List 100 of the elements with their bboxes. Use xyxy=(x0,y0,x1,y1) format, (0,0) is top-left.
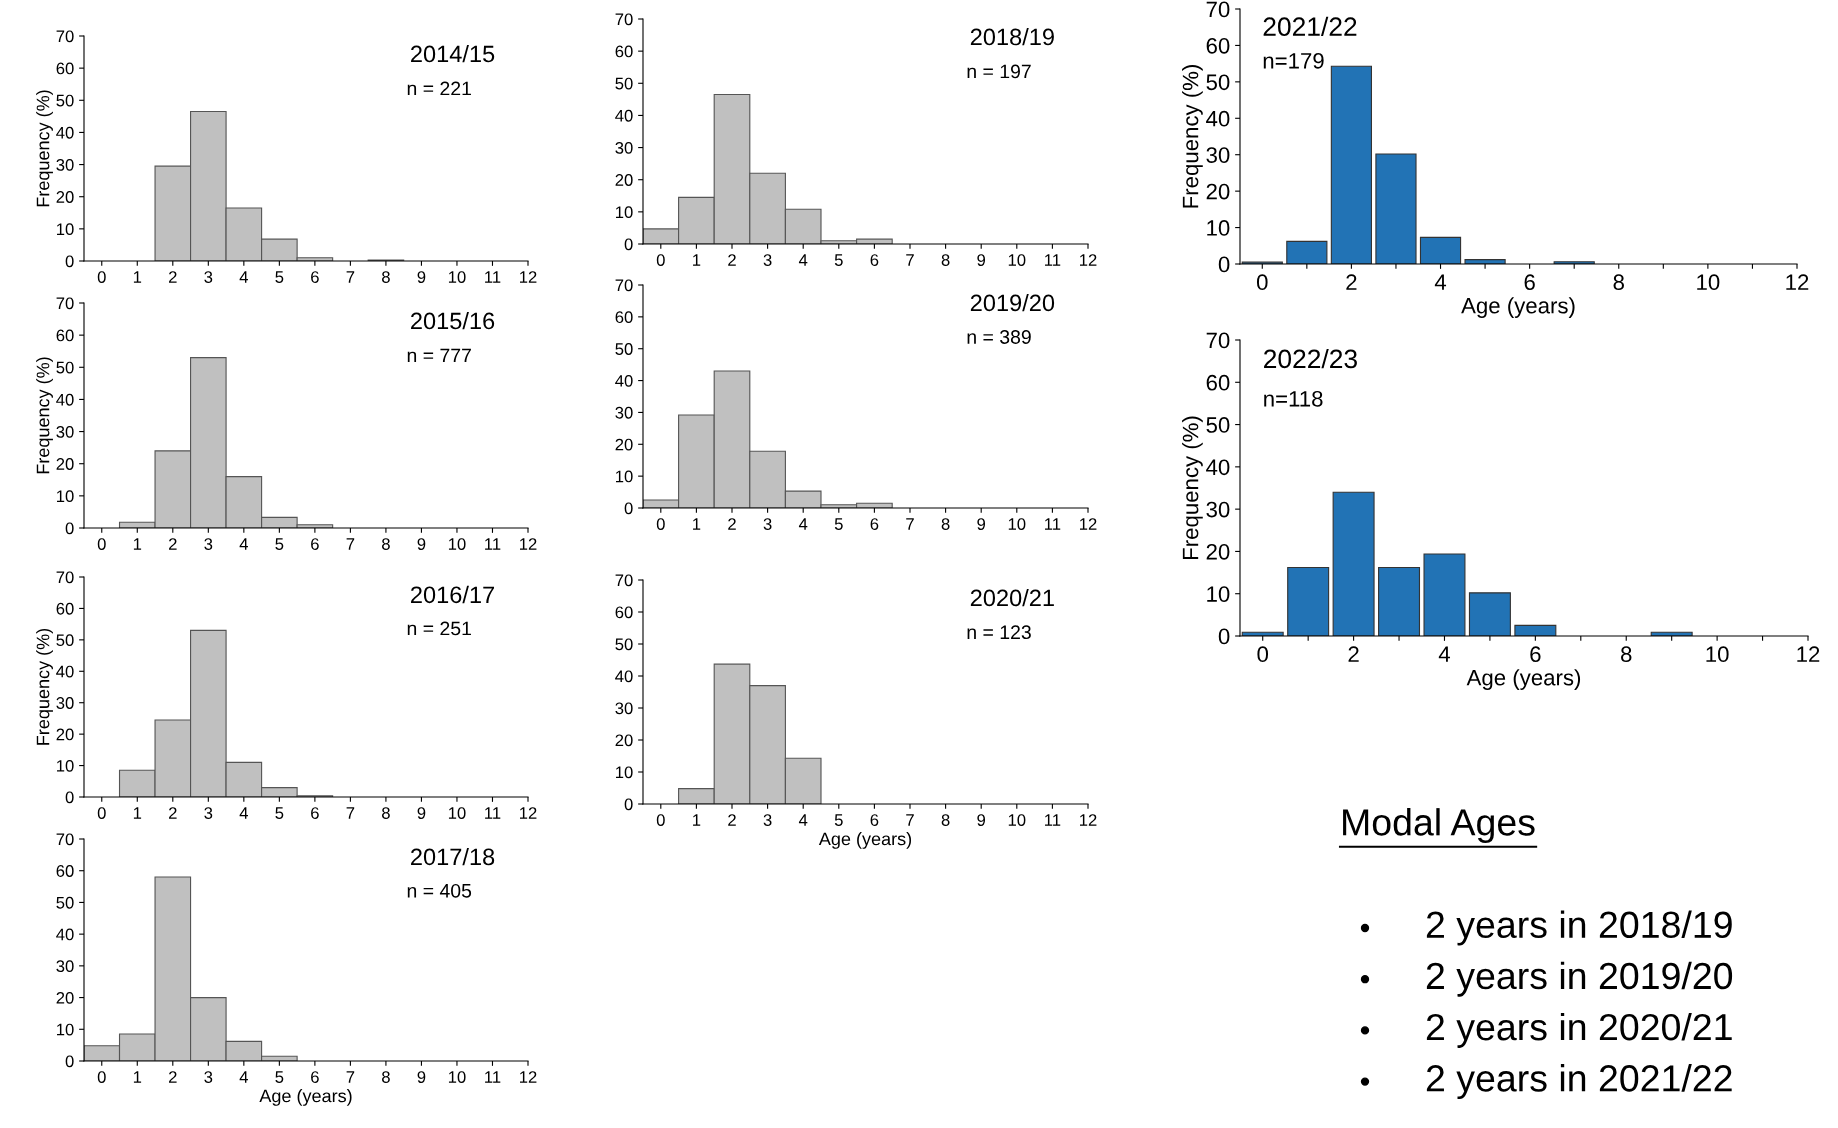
x-tick-label: 0 xyxy=(97,271,106,283)
x-tick-label: 3 xyxy=(204,271,213,283)
x-tick-label: 10 xyxy=(1008,814,1026,826)
y-tick-label: 70 xyxy=(615,13,633,26)
x-tick-label: 1 xyxy=(133,1071,142,1083)
x-tick-label: 2 xyxy=(728,518,736,530)
x-tick-label: 0 xyxy=(97,1071,106,1083)
y-tick-label: 60 xyxy=(615,311,633,324)
y-tick-label: 10 xyxy=(616,206,633,219)
x-tick-label: 10 xyxy=(1008,254,1026,266)
y-tick-label: 20 xyxy=(1206,183,1230,200)
x-tick-label: 3 xyxy=(204,1071,213,1083)
y-tick-label: 10 xyxy=(616,470,633,483)
y-tick-label: 60 xyxy=(615,606,633,619)
text: n=179 xyxy=(1263,52,1324,69)
y-tick-label: 0 xyxy=(65,791,74,804)
x-tick-label: 0 xyxy=(97,807,106,819)
text: 2 years in 2018/19 xyxy=(1426,910,1732,946)
x-tick-label: 9 xyxy=(977,518,986,530)
x-tick-label: 4 xyxy=(239,538,248,550)
y-tick-label: 50 xyxy=(56,94,74,107)
x-tick-label: 10 xyxy=(1008,518,1026,530)
x-tick-label: 8 xyxy=(1621,646,1632,663)
x-tick-label: 5 xyxy=(275,807,284,819)
y-tick-label: 30 xyxy=(56,697,74,709)
x-tick-label: 8 xyxy=(382,538,390,550)
chart-title: 2021/22 xyxy=(1263,16,1357,37)
x-tick-label: 2 xyxy=(169,1071,177,1083)
y-tick-label: 20 xyxy=(615,174,633,186)
y-tick-label: 10 xyxy=(57,759,74,772)
x-axis-title: Age (years) xyxy=(1461,297,1575,318)
x-tick-label: 4 xyxy=(798,518,808,530)
x-tick-label: 0 xyxy=(97,538,106,550)
text: n = 251 xyxy=(407,621,471,636)
y-tick-label: 50 xyxy=(1206,417,1230,433)
x-tick-label: 2 xyxy=(169,538,177,550)
x-tick-label: 6 xyxy=(870,518,879,530)
text: n = 221 xyxy=(407,81,471,96)
y-tick-label: 60 xyxy=(615,45,633,58)
x-tick-label: 0 xyxy=(656,518,665,530)
x-tick-label: 8 xyxy=(1613,274,1624,291)
y-tick-label: 50 xyxy=(615,77,633,90)
y-tick-label: 50 xyxy=(56,896,74,909)
y-tick-label: 60 xyxy=(1206,374,1230,391)
y-tick-label: 40 xyxy=(1206,110,1230,127)
y-tick-label: 0 xyxy=(624,502,633,515)
y-tick-label: 30 xyxy=(56,960,74,973)
y-tick-label: 20 xyxy=(1206,543,1230,560)
y-tick-label: 40 xyxy=(615,670,633,683)
y-tick-label: 70 xyxy=(615,574,633,587)
x-tick-label: 9 xyxy=(417,807,426,819)
x-tick-label: 9 xyxy=(417,1071,426,1083)
x-tick-label: 1 xyxy=(133,271,142,283)
x-tick-label: 1 xyxy=(693,518,701,530)
y-tick-label: 60 xyxy=(56,865,74,877)
x-tick-label: 11 xyxy=(485,1071,501,1083)
y-tick-label: 10 xyxy=(57,490,74,503)
x-tick-label: 6 xyxy=(1524,274,1535,291)
chart-title: 2016/17 xyxy=(411,585,495,604)
y-tick-label: 30 xyxy=(1206,501,1230,518)
x-tick-label: 0 xyxy=(656,814,665,826)
y-tick-label: 60 xyxy=(1206,37,1230,54)
x-tick-label: 7 xyxy=(346,1071,355,1083)
x-tick-label: 11 xyxy=(485,807,501,819)
x-tick-label: 12 xyxy=(520,1071,537,1083)
y-tick-label: 40 xyxy=(615,374,633,387)
y-tick-label: 30 xyxy=(615,406,633,419)
x-tick-label: 12 xyxy=(1797,646,1820,662)
y-tick-label: 20 xyxy=(615,734,633,747)
x-tick-label: 5 xyxy=(275,271,284,283)
y-tick-label: 60 xyxy=(56,329,74,342)
x-tick-label: 3 xyxy=(763,814,772,826)
x-tick-label: 12 xyxy=(1080,254,1097,266)
text: n = 405 xyxy=(407,883,472,898)
x-tick-label: 11 xyxy=(485,538,501,550)
x-tick-label: 11 xyxy=(485,271,501,283)
y-tick-label: 40 xyxy=(56,393,74,406)
x-tick-label: 3 xyxy=(763,518,772,530)
x-tick-label: 7 xyxy=(906,518,914,530)
y-tick-label: 20 xyxy=(56,991,74,1004)
y-axis-title: Frequency (%) xyxy=(36,628,53,745)
y-tick-label: 40 xyxy=(1206,459,1230,476)
y-tick-label: 30 xyxy=(615,702,633,715)
x-tick-label: 5 xyxy=(275,538,284,550)
x-tick-label: 12 xyxy=(520,538,537,550)
x-tick-label: 4 xyxy=(239,807,248,819)
x-axis-title: Age (years) xyxy=(259,1089,352,1106)
x-tick-label: 7 xyxy=(346,538,355,550)
x-tick-label: 11 xyxy=(1045,814,1061,826)
x-tick-label: 4 xyxy=(239,271,248,283)
y-tick-label: 70 xyxy=(56,30,74,43)
x-tick-label: 7 xyxy=(906,254,914,266)
y-tick-label: 10 xyxy=(1207,220,1230,236)
y-axis-title: Frequency (%) xyxy=(36,357,53,474)
x-tick-label: 10 xyxy=(1697,274,1720,291)
x-tick-label: 12 xyxy=(1786,274,1809,290)
x-tick-label: 9 xyxy=(977,814,986,826)
x-tick-label: 2 xyxy=(728,814,736,826)
text: n = 197 xyxy=(967,64,1031,79)
x-tick-label: 12 xyxy=(1080,518,1097,530)
